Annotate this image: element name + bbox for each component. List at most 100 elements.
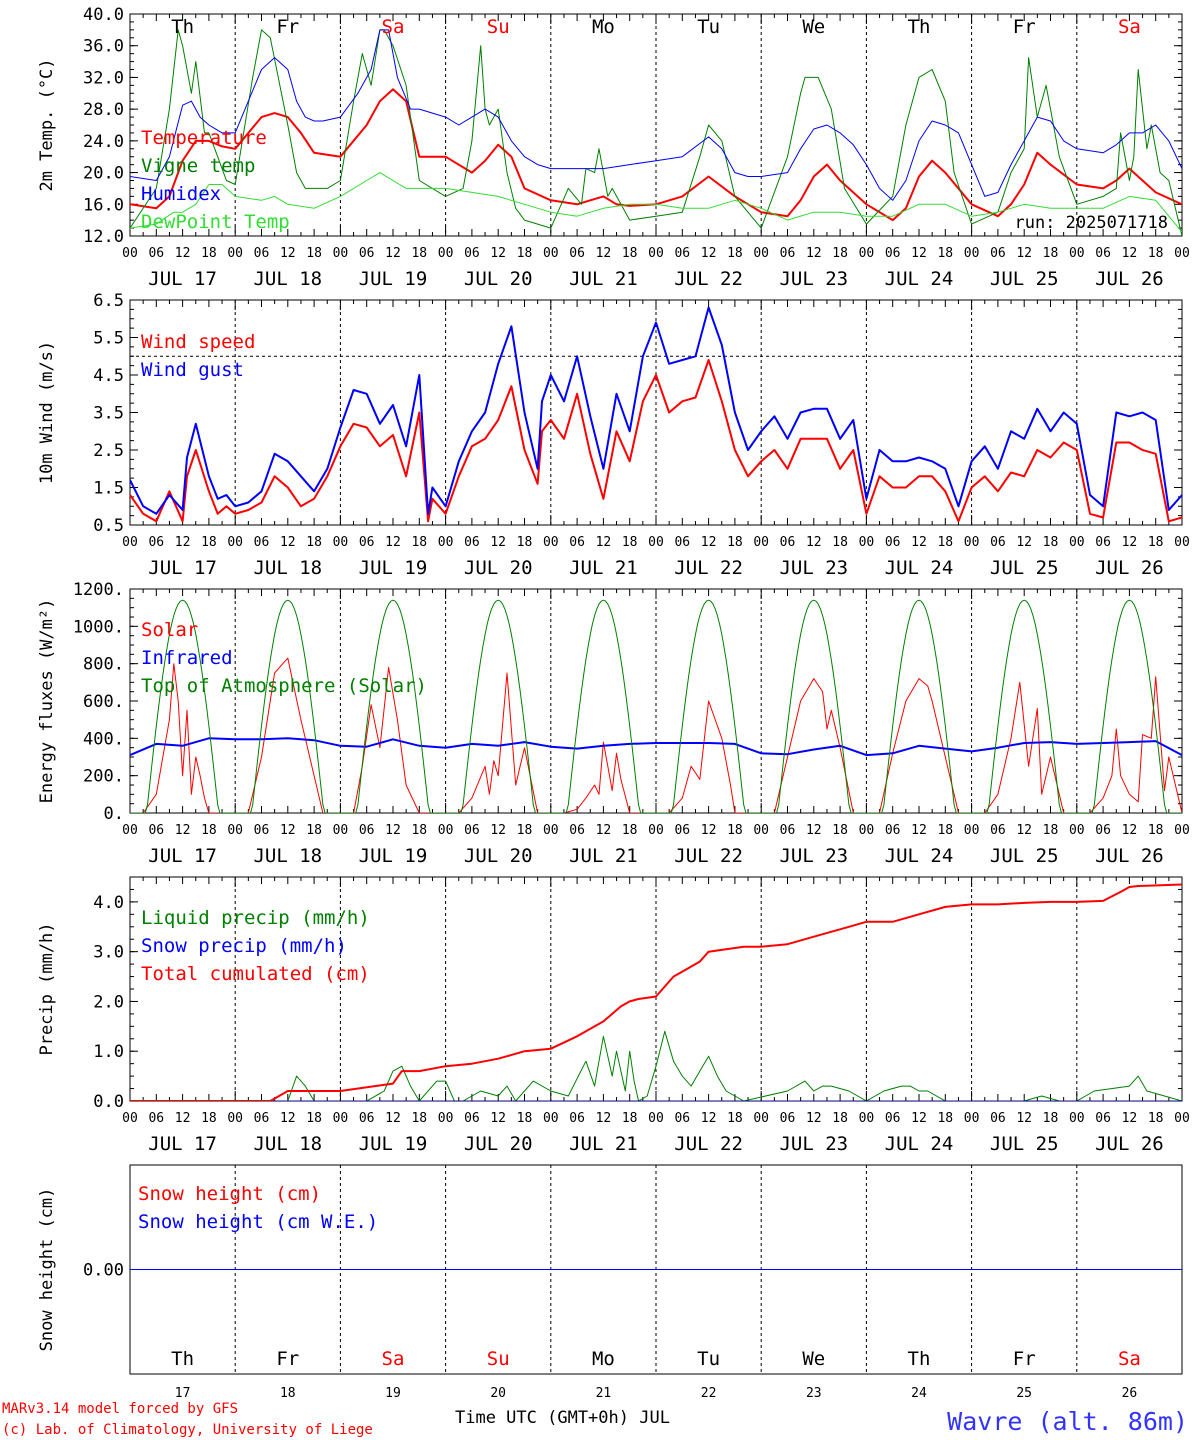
hour-label: 18 [306,1111,322,1126]
y-tick-label: 3.5 [93,404,124,424]
panel-temp [129,13,1183,237]
hour-label: 18 [1043,535,1059,550]
hour-label: 12 [596,535,612,550]
hour-label: 00 [1069,535,1085,550]
y-tick-label: 2.5 [93,441,124,461]
hour-label: 06 [254,535,270,550]
hour-label: 18 [201,535,217,550]
legend-entry: Humidex [141,183,221,205]
hour-label: 00 [648,246,664,261]
date-label: JUL 20 [464,268,533,290]
hour-label: 06 [885,535,901,550]
day-name: Fr [276,16,299,38]
hour-label: 18 [306,535,322,550]
hour-label: 12 [1016,823,1032,838]
hour-label: 06 [254,1111,270,1126]
hour-label: 18 [517,246,533,261]
day-name-bottom: Mo [592,1348,615,1370]
hour-label: 12 [596,246,612,261]
hour-label: 12 [490,1111,506,1126]
hour-label: 12 [1122,1111,1138,1126]
day-name-bottom: Su [487,1348,510,1370]
date-label: JUL 23 [779,268,848,290]
series-dewpoint-temp [130,172,1182,233]
legend-entry: DewPoint Temp [141,211,290,233]
hour-label: 18 [727,535,743,550]
hour-label: 12 [806,535,822,550]
hour-label: 18 [517,535,533,550]
hour-label: 06 [1095,246,1111,261]
hour-label: 06 [464,823,480,838]
hour-label: 18 [832,823,848,838]
y-tick-label: 16.0 [83,195,124,215]
y-tick-label: 0.5 [93,516,124,536]
y-tick-label: 2.0 [93,992,124,1012]
hour-label: 00 [859,246,875,261]
hour-label: 12 [1016,246,1032,261]
date-label: JUL 19 [359,268,428,290]
legend-entry: Snow height (cm) [138,1183,321,1205]
series-group-precip [130,883,1182,1101]
y-tick-label: 0. [104,804,124,824]
hour-label: 06 [1095,823,1111,838]
date-label: JUL 24 [885,1133,954,1155]
legend-entry: Wind speed [141,331,255,353]
hour-label: 18 [411,823,427,838]
legend-entry: Snow precip (mm/h) [141,935,347,957]
legend-entry: Temperature [141,127,267,149]
day-name: Mo [592,16,615,38]
panel-frame [129,299,1183,526]
hour-label: 00 [333,535,349,550]
hour-label: 18 [517,1111,533,1126]
date-label: JUL 26 [1095,557,1164,579]
hour-label: 18 [622,1111,638,1126]
day-number: 19 [385,1386,401,1401]
hour-label: 12 [701,535,717,550]
hour-label: 06 [674,246,690,261]
date-label: JUL 23 [779,557,848,579]
day-number: 23 [806,1386,822,1401]
hour-label: 12 [911,1111,927,1126]
date-label: JUL 21 [569,557,638,579]
hour-label: 06 [990,1111,1006,1126]
date-label: JUL 24 [885,557,954,579]
hour-label: 00 [859,1111,875,1126]
hour-label: 06 [885,823,901,838]
hour-label: 06 [148,1111,164,1126]
hour-label: 06 [359,823,375,838]
hour-label: 18 [832,246,848,261]
day-number: 24 [911,1386,927,1401]
hour-label: 18 [937,246,953,261]
hour-label: 12 [280,1111,296,1126]
hour-label: 18 [411,1111,427,1126]
hour-label: 12 [1122,823,1138,838]
hour-label: 18 [937,535,953,550]
hour-label: 18 [832,1111,848,1126]
hour-label: 18 [1148,1111,1164,1126]
hour-label: 12 [1122,535,1138,550]
hour-label: 06 [148,535,164,550]
day-name: Sa [382,16,405,38]
date-label: JUL 22 [674,557,743,579]
y-axis-label: 2m Temp. (°C) [37,58,57,191]
hour-label: 12 [911,246,927,261]
legend-entry: Snow height (cm W.E.) [138,1211,378,1233]
hour-label: 00 [964,823,980,838]
hour-label: 06 [780,535,796,550]
panel-wind [129,299,1183,526]
legend-entry: Infrared [141,647,233,669]
day-name-bottom: We [802,1348,825,1370]
hour-label: 18 [832,535,848,550]
hour-label: 18 [727,246,743,261]
hour-label: 06 [1095,1111,1111,1126]
hour-label: 00 [753,823,769,838]
hour-label: 00 [122,823,138,838]
hour-label: 00 [438,535,454,550]
hour-label: 06 [674,823,690,838]
y-tick-label: 1200. [73,580,124,600]
date-label: JUL 18 [253,845,322,867]
hour-label: 18 [937,1111,953,1126]
hour-label: 12 [806,1111,822,1126]
legend-entry: Vigne temp [141,155,255,177]
date-label: JUL 19 [359,557,428,579]
